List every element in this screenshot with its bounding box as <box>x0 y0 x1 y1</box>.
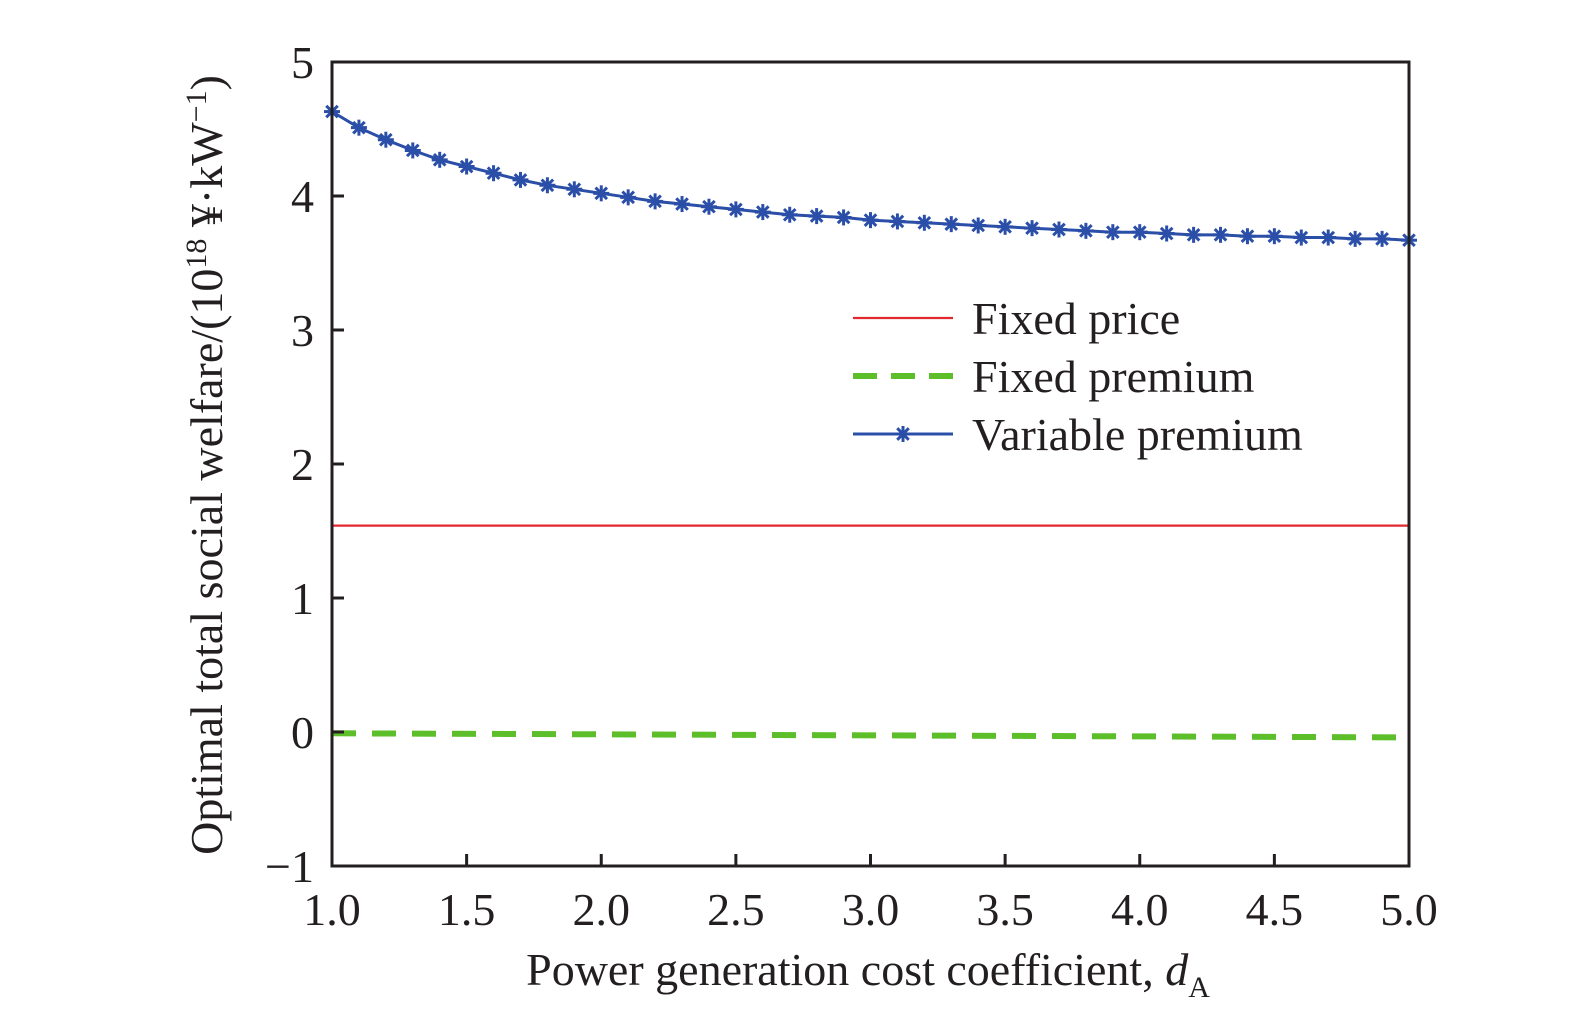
data-point-variable-premium <box>1374 230 1391 247</box>
legend-label-fixed-price: Fixed price <box>972 293 1180 344</box>
data-point-variable-premium <box>781 206 798 223</box>
data-point-variable-premium <box>674 196 691 213</box>
data-point-variable-premium <box>997 218 1014 235</box>
data-point-variable-premium <box>1185 226 1202 243</box>
x-axis-title: Power generation cost coefficient, dA <box>526 944 1210 1004</box>
x-tick-label: 3.0 <box>842 884 900 935</box>
data-point-variable-premium <box>431 151 448 168</box>
x-tick-label: 4.5 <box>1246 884 1304 935</box>
data-point-variable-premium <box>1320 229 1337 246</box>
y-tick-label: 3 <box>291 305 314 356</box>
y-tick-label: −1 <box>265 841 314 892</box>
data-point-variable-premium <box>943 216 960 233</box>
y-tick-label: 5 <box>291 37 314 88</box>
series-layer <box>324 103 1417 741</box>
data-point-variable-premium <box>1104 224 1121 241</box>
data-point-variable-premium <box>539 177 556 194</box>
data-point-variable-premium <box>620 189 637 206</box>
data-point-variable-premium <box>862 212 879 229</box>
data-point-variable-premium <box>485 165 502 182</box>
x-tick-label: 2.0 <box>573 884 631 935</box>
legend-label-variable-premium: Variable premium <box>972 409 1303 460</box>
legend-item-fixed-price: Fixed price <box>853 293 1180 344</box>
data-point-variable-premium <box>404 142 421 159</box>
data-point-variable-premium <box>1077 222 1094 239</box>
x-axis-title-main: Power generation cost coefficient, <box>526 944 1165 995</box>
legend-label-fixed-premium: Fixed premium <box>972 351 1255 402</box>
data-point-variable-premium <box>566 181 583 198</box>
data-point-variable-premium <box>700 198 717 215</box>
legend: Fixed price Fixed premium Variable premium <box>853 293 1303 460</box>
data-point-variable-premium <box>458 158 475 175</box>
series-line-fixed-premium <box>331 730 1410 741</box>
data-point-variable-premium <box>808 208 825 225</box>
ticks-layer: 1.0 1.5 2.0 2.5 3.0 3.5 4.0 4.5 5.0 −1 0 1 2 3 4 5 <box>265 37 1438 935</box>
x-tick-label: 4.0 <box>1111 884 1169 935</box>
y-tick-label: 1 <box>291 573 314 624</box>
y-tick-label: 0 <box>291 707 314 758</box>
data-point-variable-premium <box>1024 220 1041 237</box>
y-tick-label: 2 <box>291 439 314 490</box>
legend-item-fixed-premium: Fixed premium <box>853 351 1255 402</box>
y-axis-title-superscript-2: −1 <box>180 90 213 122</box>
x-tick-label: 2.5 <box>707 884 765 935</box>
series-variable-premium <box>324 103 1417 249</box>
data-point-variable-premium <box>889 213 906 230</box>
data-point-variable-premium <box>1347 230 1364 247</box>
y-axis-title-end: ) <box>181 75 232 90</box>
x-tick-label: 1.5 <box>438 884 496 935</box>
data-point-variable-premium <box>593 185 610 202</box>
data-point-variable-premium <box>350 119 367 136</box>
x-axis-title-subscript: A <box>1188 971 1210 1004</box>
x-tick-label: 3.5 <box>976 884 1034 935</box>
y-axis-title: Optimal total social welfare/(1018 ¥·kW−… <box>180 75 232 855</box>
data-point-variable-premium <box>754 204 771 221</box>
x-axis-title-variable: d <box>1165 944 1189 995</box>
x-tick-label: 1.0 <box>303 884 361 935</box>
data-point-variable-premium <box>1212 226 1229 243</box>
data-point-variable-premium <box>835 209 852 226</box>
legend-item-variable-premium: Variable premium <box>853 409 1303 460</box>
legend-marker-variable-premium <box>895 426 911 442</box>
data-point-variable-premium <box>1158 225 1175 242</box>
series-fixed-premium <box>331 730 1410 741</box>
data-point-variable-premium <box>1050 221 1067 238</box>
x-tick-label: 5.0 <box>1380 884 1438 935</box>
y-axis-title-pre: Optimal total social welfare/(10 <box>181 269 232 855</box>
data-point-variable-premium <box>1131 224 1148 241</box>
data-point-variable-premium <box>1293 229 1310 246</box>
data-point-variable-premium <box>970 217 987 234</box>
y-axis-title-superscript: 18 <box>180 239 213 269</box>
data-point-variable-premium <box>727 201 744 218</box>
data-point-variable-premium <box>512 171 529 188</box>
y-axis-title-post: ¥·kW <box>181 122 232 239</box>
y-tick-label: 4 <box>291 171 314 222</box>
data-point-variable-premium <box>377 131 394 148</box>
data-point-variable-premium <box>916 214 933 231</box>
data-point-variable-premium <box>647 193 664 210</box>
data-point-variable-premium <box>1266 228 1283 245</box>
data-point-variable-premium <box>1239 228 1256 245</box>
